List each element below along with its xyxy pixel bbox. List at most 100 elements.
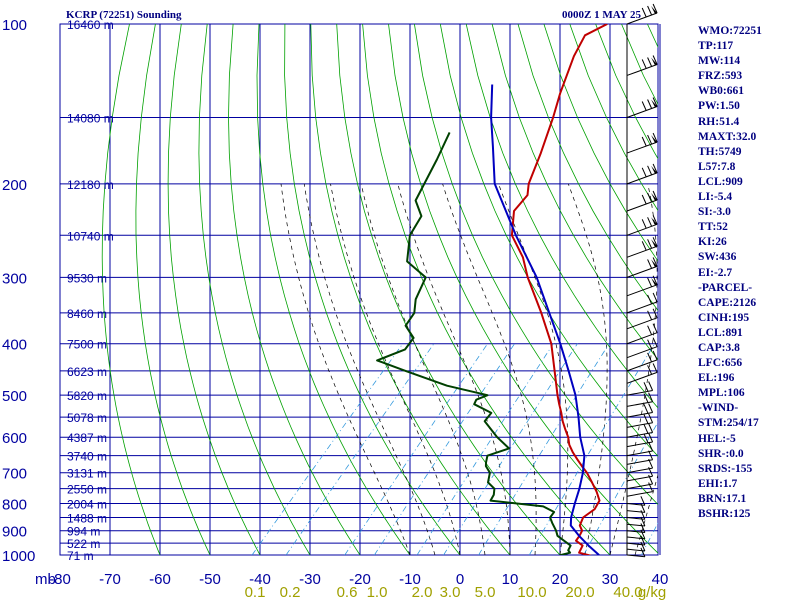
wind-barb-flag [648,458,654,469]
height-label: 522 m [67,537,100,551]
mixing-ratio-tick-label: 5.0 [475,584,496,600]
dry-adiabat-line [167,24,261,555]
temperature-tick-label: -80 [49,571,71,588]
height-label: 3131 m [67,467,107,481]
height-label: 5820 m [67,389,107,403]
moist-adiabat-line [634,473,658,555]
dry-adiabat-line [228,24,361,555]
wind-barb-flag [648,423,654,433]
moist-adiabat-line [303,183,436,555]
wind-barb-flag [652,337,658,347]
pressure-tick-label: 1000 [2,548,35,565]
wind-barb-flag [652,163,658,174]
wind-barb-flag [648,441,654,452]
mixing-ratio-line [285,343,435,555]
wind-barb-flag [640,496,646,506]
mixing-ratio-line [443,343,578,555]
wind-barb [626,412,653,418]
index-item: SW:436 [698,251,737,264]
wind-barb-flag [647,259,653,269]
wind-barb [626,265,658,278]
dry-adiabat-line [310,24,511,555]
wind-barb [626,554,645,558]
wind-barb-flag [652,363,658,373]
wind-barb-flag [647,134,653,145]
dry-adiabat-line [491,24,658,361]
wind-barb-pennant [651,57,658,66]
height-label: 16460 m [67,18,114,32]
wind-barb-flag [648,392,654,402]
index-item: LFC:656 [698,357,743,370]
wind-barb-flag [643,393,649,403]
wind-barb-flag [652,323,658,333]
height-label: 6623 m [67,365,107,379]
mixing-ratio-line [641,522,658,555]
index-item: MPL:106 [698,387,745,400]
index-item: EL:196 [698,372,735,385]
dry-adiabat-line [198,24,311,555]
wind-barb-flag [652,215,658,225]
index-item: PW:1.50 [698,100,740,113]
mixing-ratio-tick-label: 1.0 [367,584,388,600]
height-label: 4387 m [67,431,107,445]
temperature-tick-label: -20 [349,571,371,588]
pressure-tick-label: 500 [2,388,27,405]
wind-barb-flag [647,217,653,227]
mixing-ratio-tick-label: 20.0 [565,584,594,600]
wind-barb [626,106,658,118]
index-item: BSHR:125 [698,508,751,520]
wind-barb-flag [640,516,646,527]
dry-adiabat-line [465,24,658,409]
sounding-time: 0000Z 1 MAY 25 [562,9,641,21]
mixing-ratio-tick-label: 40.0 [613,584,642,600]
index-item: BRN:17.1 [698,492,747,505]
height-label: 3740 m [67,450,107,464]
mixing-ratio-line [478,343,610,555]
index-item: HEL:-5 [698,432,736,445]
height-label: 9530 m [67,271,107,285]
wind-barb [626,12,658,25]
mixing-ratio-tick-label: 2.0 [412,584,433,600]
temperature-tick-label: 30 [602,571,619,588]
wind-barb [626,317,658,330]
wind-barb-pennant [651,217,658,226]
wind-barb [626,422,653,428]
height-label: 8460 m [67,307,107,321]
index-item: LCL:891 [698,326,743,339]
moist-adiabat-line [330,183,461,555]
height-label: 12180 m [67,178,114,192]
wind-barb-flag [640,529,646,540]
wind-barb-flag [647,165,653,176]
height-label: 1488 m [67,512,107,526]
index-item: CAPE:2126 [698,296,757,309]
wind-barb-flag [647,294,653,305]
wind-barb-flag [647,325,653,335]
dry-adiabat-line [284,24,461,555]
wind-barb-flag [641,136,647,147]
temperature-tick-label: -40 [249,571,271,588]
wind-barb-flag [648,482,654,492]
index-item: SRDS:-155 [698,462,753,475]
index-item: WB0:661 [698,85,744,98]
wind-barb-flag [652,55,658,65]
mixing-ratio-line [344,343,488,555]
wind-barb [626,64,658,76]
moist-adiabat-line [360,183,486,555]
mixing-ratio-line [374,343,515,555]
wind-barb-flag [640,541,646,552]
wind-barb-flag [647,277,653,288]
pressure-tick-label: 200 [2,177,27,194]
dry-adiabat-line [135,24,211,555]
wind-barb [626,332,658,345]
wind-barb [626,223,658,236]
index-item: SHR-:0.0 [698,447,744,460]
moist-adiabat-line [280,183,411,555]
mixing-ratio-tick-label: 10.0 [517,584,546,600]
temperature-tick-label: 0 [456,571,464,588]
grid [59,23,661,556]
moist-adiabats [280,183,658,555]
wind-barb-flag [643,424,649,434]
wind-barb-flag [652,308,658,319]
pressure-tick-label: 100 [2,17,27,34]
